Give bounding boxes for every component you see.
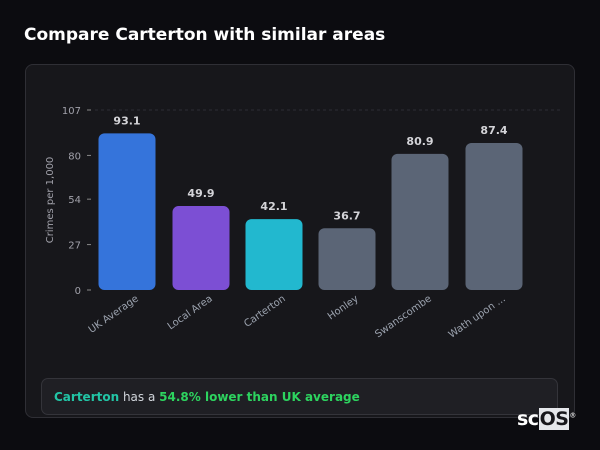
bar <box>465 142 523 290</box>
bar <box>172 206 230 290</box>
y-tick-label: 27 <box>68 241 81 252</box>
bar <box>98 133 156 290</box>
x-tick-label: Honley <box>326 293 361 322</box>
scos-logo: scOS® <box>517 408 576 430</box>
bar-value-label: 80.9 <box>406 135 433 148</box>
y-tick-label: 107 <box>62 106 81 117</box>
bar-value-label: 87.4 <box>480 124 507 137</box>
bar <box>391 153 449 290</box>
page-title: Compare Carterton with similar areas <box>24 25 386 45</box>
bar-value-label: 49.9 <box>187 187 214 200</box>
x-tick-label: Local Area <box>166 293 215 332</box>
y-tick-label: 80 <box>68 151 81 162</box>
comparison-summary: Carterton has a 54.8% lower than UK aver… <box>41 378 558 415</box>
comparison-value: 54.8% lower than UK average <box>159 390 360 404</box>
summary-text: has a <box>119 390 160 404</box>
bar-value-label: 93.1 <box>113 114 140 127</box>
x-tick-label: Carterton <box>242 293 287 329</box>
y-tick-label: 54 <box>68 195 81 206</box>
x-tick-label: UK Average <box>87 293 141 335</box>
x-tick-label: Wath upon ... <box>447 293 508 340</box>
bar-value-label: 36.7 <box>333 209 360 222</box>
bar-value-label: 42.1 <box>260 200 287 213</box>
bar <box>245 219 303 290</box>
bar <box>318 228 376 290</box>
y-tick-label: 0 <box>75 286 81 297</box>
x-tick-label: Swanscombe <box>373 293 433 340</box>
area-name: Carterton <box>54 390 120 404</box>
y-axis-label: Crimes per 1,000 <box>45 157 56 244</box>
